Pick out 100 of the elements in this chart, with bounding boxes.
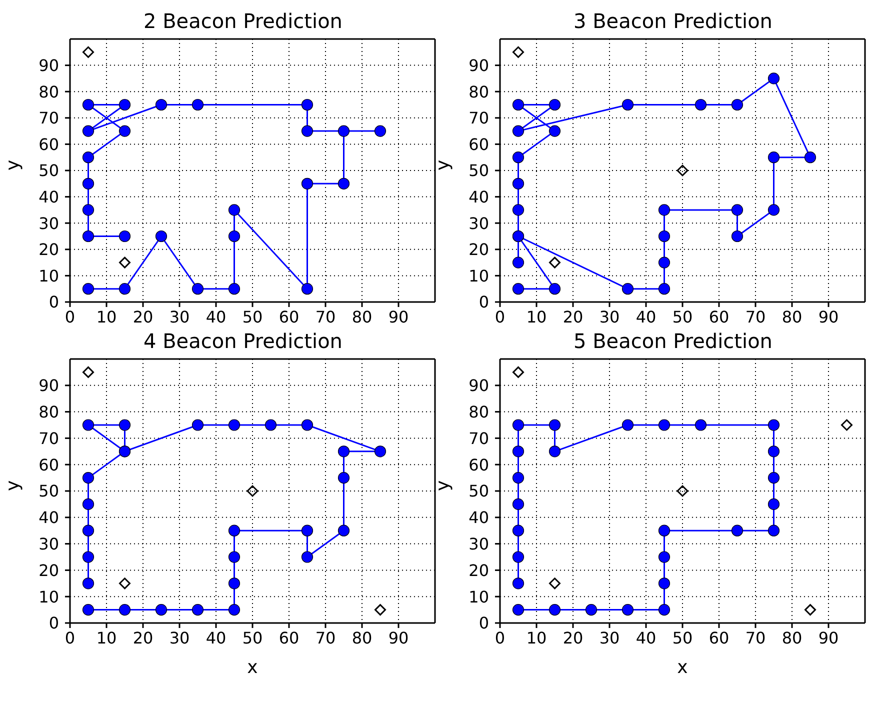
point: [622, 98, 634, 111]
y-axis-title: y: [432, 160, 454, 170]
y-axis-title: y: [2, 480, 24, 491]
y-tick-label: 90: [38, 376, 59, 396]
y-tick-label: 20: [38, 240, 59, 260]
x-tick-label: 80: [782, 307, 802, 326]
y-tick-label: 20: [468, 240, 489, 260]
point: [658, 551, 670, 563]
point: [118, 283, 131, 295]
y-tick-label: 50: [38, 161, 59, 180]
point: [768, 524, 780, 536]
x-tick-label: 90: [818, 628, 839, 648]
x-tick-label: 40: [636, 307, 656, 326]
point: [155, 98, 168, 111]
point: [118, 125, 131, 137]
point: [512, 283, 524, 295]
y-tick-label: 20: [38, 560, 59, 580]
point: [228, 283, 240, 295]
y-tick-label: 90: [38, 56, 59, 75]
x-tick-label: 50: [672, 307, 693, 326]
y-tick-label: 30: [38, 534, 59, 554]
point: [512, 446, 524, 458]
y-tick-label: 90: [468, 376, 489, 396]
point: [548, 98, 561, 111]
x-tick-label: 70: [315, 307, 336, 326]
point: [768, 446, 780, 458]
point: [549, 256, 560, 268]
y-tick-label: 40: [38, 508, 59, 528]
point: [118, 604, 131, 616]
x-tick-label: 30: [169, 307, 190, 326]
x-tick-label: 50: [672, 628, 693, 648]
point: [192, 419, 204, 431]
point: [512, 256, 524, 268]
point: [338, 472, 350, 484]
point: [549, 578, 560, 590]
point: [246, 485, 258, 497]
point: [82, 125, 94, 137]
x-tick-label: 20: [132, 307, 154, 326]
point: [118, 230, 131, 242]
y-tick-label: 50: [468, 161, 489, 180]
point: [301, 524, 314, 536]
point: [658, 230, 670, 242]
x-tick-label: 40: [206, 307, 226, 326]
point: [512, 498, 524, 510]
y-tick-label: 30: [468, 534, 489, 554]
point: [768, 419, 780, 431]
x-tick-label: 10: [526, 307, 547, 326]
point: [512, 98, 524, 111]
y-tick-label: 80: [468, 402, 489, 422]
point: [731, 524, 744, 536]
point: [118, 419, 131, 431]
chart-title: 5 Beacon Prediction: [572, 328, 774, 354]
y-tick-label: 70: [38, 108, 59, 128]
point: [82, 604, 94, 616]
point: [338, 125, 350, 137]
x-tick-label: 30: [599, 628, 620, 648]
point: [512, 204, 524, 216]
x-tick-label: 80: [352, 628, 372, 648]
point: [658, 283, 670, 295]
chart-title: 2 Beacon Prediction: [142, 8, 344, 34]
y-tick-label: 40: [38, 187, 59, 206]
point: [512, 366, 524, 378]
point: [731, 230, 744, 242]
x-tick-label: 80: [782, 628, 802, 648]
point: [512, 125, 524, 137]
point: [228, 551, 240, 563]
x-tick-label: 0: [64, 307, 76, 326]
point: [512, 419, 524, 431]
point: [731, 204, 744, 216]
y-tick-label: 0: [48, 614, 59, 633]
point: [768, 204, 780, 216]
x-axis-title: x: [677, 657, 688, 678]
point: [228, 204, 240, 216]
point: [301, 419, 314, 431]
y-tick-label: 0: [48, 292, 59, 312]
x-tick-label: 90: [388, 628, 409, 648]
y-tick-label: 30: [38, 214, 59, 233]
point: [82, 230, 94, 242]
point: [694, 98, 707, 111]
point: [768, 498, 780, 510]
point: [374, 446, 386, 458]
y-tick-label: 60: [38, 455, 59, 474]
point: [119, 256, 130, 268]
y-tick-label: 20: [468, 560, 489, 580]
point: [658, 256, 670, 268]
point: [192, 98, 204, 111]
point: [512, 46, 524, 58]
x-tick-label: 70: [745, 307, 766, 326]
x-tick-label: 40: [206, 628, 226, 648]
point: [548, 283, 561, 295]
point: [622, 604, 634, 616]
x-tick-label: 60: [278, 628, 300, 648]
point: [301, 178, 314, 190]
x-tick-label: 0: [64, 628, 76, 648]
y-tick-label: 70: [468, 428, 489, 448]
x-tick-label: 70: [315, 628, 336, 648]
point: [82, 152, 94, 164]
point: [119, 578, 130, 590]
x-tick-label: 20: [562, 628, 584, 648]
point: [82, 419, 94, 431]
